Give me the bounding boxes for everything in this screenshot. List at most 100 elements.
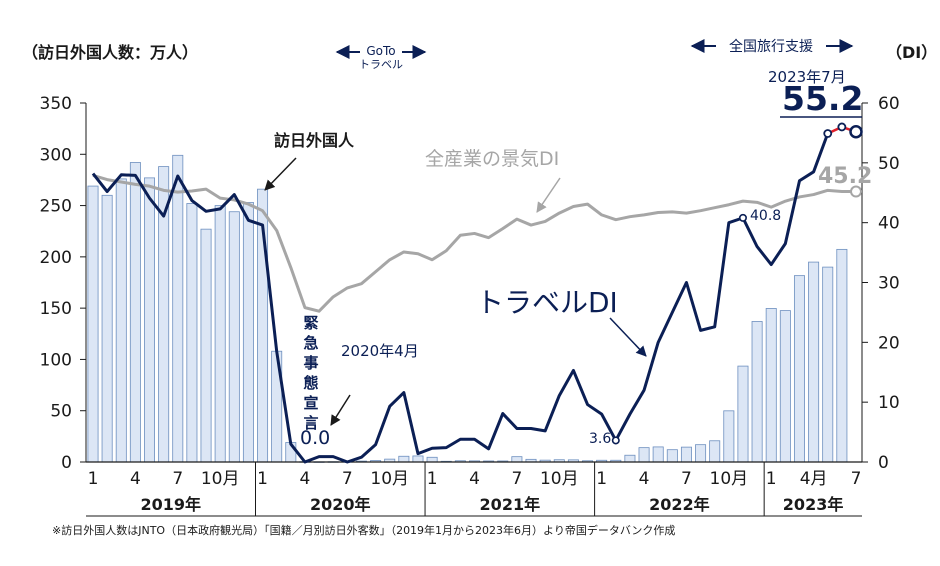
goto-travel-span: GoTo トラベル [335, 44, 427, 71]
year-label: 2021年 [480, 495, 541, 514]
travel-arrow-icon [609, 317, 647, 357]
x-tick-label: 10月 [370, 469, 409, 489]
visitor-bar-2022-07 [680, 446, 692, 463]
left-tick-label: 250 [40, 197, 72, 217]
x-tick-label: 7 [511, 469, 522, 489]
latest-travel-value: 55.2 [782, 79, 863, 118]
visitor-bar-2019-11 [228, 211, 240, 463]
visitor-bar-2020-11 [398, 455, 410, 463]
visitor-bar-2019-10 [214, 205, 226, 463]
visitor-bar-2023-03 [793, 275, 805, 463]
visitor-bar-2019-09 [200, 228, 212, 463]
right-tick-label: 50 [878, 154, 900, 174]
latest-month-label: 2023年7月 [768, 68, 846, 86]
visitor-bar-2021-07 [511, 456, 523, 463]
travel-label: トラベルDI [476, 286, 618, 319]
x-tick-label: 10月 [540, 469, 579, 489]
emergency-label: 緊急事態宣言 [303, 314, 318, 432]
x-tick-label: 7 [851, 469, 862, 489]
visitor-bar-2019-07 [172, 154, 184, 463]
travel-di-point [823, 129, 833, 138]
left-tick-label: 100 [40, 350, 72, 370]
x-tick-label: 1 [427, 469, 438, 489]
travel-di-point-40-8 [738, 213, 747, 222]
year-label: 2023年 [783, 495, 844, 514]
right-tick-label: 20 [878, 333, 900, 353]
x-tick-label: 1 [766, 469, 777, 489]
april-arrow-icon [330, 394, 351, 426]
visitor-bars [87, 154, 848, 463]
visitor-bar-2019-03 [115, 178, 127, 463]
x-tick-label: 10月 [710, 469, 749, 489]
nationwide-support-span: 全国旅行支援 [690, 38, 854, 55]
annotations: 訪日外国人 全産業の景気DI トラベルDI 緊急事態宣言 2020年4月 0.0… [264, 68, 872, 449]
x-tick-label: 7 [172, 469, 183, 489]
visitor-bar-2023-06 [836, 248, 848, 463]
left-tick-label: 50 [50, 402, 72, 422]
x-tick-label: 1 [88, 469, 99, 489]
goto-label-line2: トラベル [359, 58, 403, 71]
footnote: ※訪日外国人数はJNTO（日本政府観光局）「国籍／月別訪日外客数」（2019年1… [52, 523, 675, 537]
left-tick-label: 350 [40, 94, 72, 114]
all-industries-di-line [92, 173, 856, 313]
left-axis-unit: （訪日外国人数：万人） [22, 43, 198, 62]
visitors-arrow-icon [264, 157, 297, 191]
right-tick-label: 40 [878, 214, 900, 234]
visitor-bar-2022-09 [709, 440, 721, 463]
value-40-8-label: 40.8 [750, 208, 781, 224]
x-tick-label: 7 [342, 469, 353, 489]
visitors-label: 訪日外国人 [274, 131, 355, 150]
year-labels: 2019年 2020年 2021年 2022年 2023年 [140, 462, 843, 516]
left-tick-label: 300 [40, 145, 72, 165]
visitor-bar-2022-11 [737, 365, 749, 463]
visitor-bar-2022-12 [751, 321, 763, 463]
travel-di-line [91, 133, 830, 464]
travel-di-point [837, 122, 847, 132]
value-3-6-label: 3.6 [589, 431, 611, 447]
visitor-bar-2023-04 [808, 261, 820, 463]
visitor-bar-2023-05 [822, 266, 834, 463]
right-tick-label: 30 [878, 274, 900, 294]
visitor-bar-2022-10 [723, 410, 735, 463]
left-tick-label: 200 [40, 248, 72, 268]
visitor-bar-2023-02 [779, 310, 791, 463]
visitor-bar-2022-06 [666, 449, 678, 463]
visitor-bar-2019-12 [242, 202, 254, 463]
latest-all-value: 45.2 [818, 164, 872, 189]
travel-di-point-3-6 [611, 436, 620, 445]
visitor-bar-2019-01 [87, 185, 99, 463]
all-di-latest-point [850, 185, 862, 198]
visitor-bar-2019-02 [101, 194, 113, 463]
right-tick-label: 10 [878, 393, 900, 413]
x-axis-ticks: 1 4 7 10月 1 4 7 10月 1 4 7 10月 1 4 7 10月 1 4月 7 [88, 469, 862, 489]
right-axis-ticks: 0 10 20 30 40 50 60 [862, 94, 900, 473]
x-tick-label: 4 [639, 469, 650, 489]
x-tick-label: 1 [257, 469, 268, 489]
visitor-bar-2019-04 [129, 162, 141, 463]
x-tick-label: 4月 [800, 469, 828, 489]
visitor-bar-2021-01 [426, 456, 438, 463]
visitor-bar-2022-03 [624, 454, 636, 463]
visitor-bar-2019-05 [144, 177, 155, 463]
travel-di-latest-point [849, 124, 863, 139]
visitor-bar-2022-08 [695, 444, 707, 463]
goto-label-line1: GoTo [366, 44, 395, 58]
x-tick-label: 7 [681, 469, 692, 489]
year-label: 2019年 [140, 495, 201, 514]
right-tick-label: 60 [878, 94, 900, 114]
visitor-bar-2022-04 [638, 447, 650, 463]
x-tick-label: 4 [130, 469, 141, 489]
left-tick-label: 0 [61, 453, 72, 473]
right-tick-label: 0 [878, 453, 889, 473]
x-tick-label: 1 [596, 469, 607, 489]
x-tick-label: 4 [469, 469, 480, 489]
all-industries-arrow-icon [536, 177, 561, 213]
zero-value-label: 0.0 [300, 427, 330, 449]
visitor-bar-2019-08 [186, 203, 198, 463]
support-label: 全国旅行支援 [729, 38, 813, 55]
x-tick-label: 4 [300, 469, 311, 489]
year-label: 2022年 [649, 495, 710, 514]
visitor-bar-2020-12 [412, 455, 424, 463]
visitor-bar-2022-05 [652, 446, 664, 463]
